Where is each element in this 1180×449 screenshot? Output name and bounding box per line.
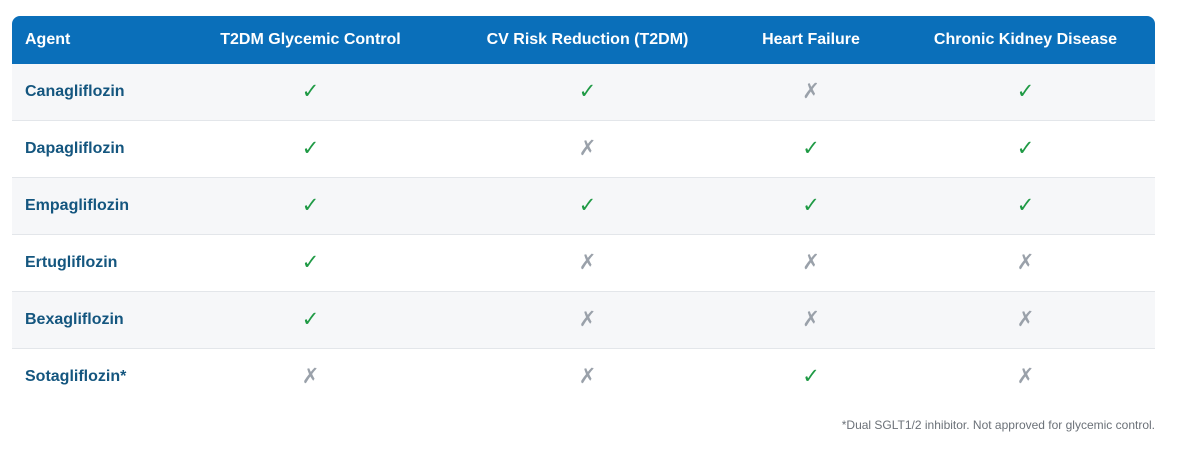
check-icon: ✓ xyxy=(301,136,320,160)
check-icon: ✓ xyxy=(802,193,820,217)
check-icon: ✓ xyxy=(301,307,320,331)
table-row: Empagliflozin ✓ ✓ ✓ ✓ xyxy=(12,177,1155,235)
check-icon: ✓ xyxy=(1016,193,1035,217)
table-row: Sotagliflozin* ✗ ✗ ✓ ✗ xyxy=(12,348,1155,405)
check-icon: ✓ xyxy=(802,136,820,160)
cross-icon: ✗ xyxy=(301,364,320,388)
cross-icon: ✗ xyxy=(578,364,597,388)
cross-icon: ✗ xyxy=(1016,364,1035,388)
sglt2-comparison-table: Agent T2DM Glycemic Control CV Risk Redu… xyxy=(12,16,1155,405)
cross-icon: ✗ xyxy=(578,307,597,331)
agent-name: Sotagliflozin* xyxy=(12,348,172,405)
header-chronic-kidney-disease: Chronic Kidney Disease xyxy=(933,31,1118,48)
header-heart-failure: Heart Failure xyxy=(762,31,860,48)
comparison-table-container: Agent T2DM Glycemic Control CV Risk Redu… xyxy=(12,16,1155,405)
agent-name: Dapagliflozin xyxy=(12,120,172,178)
header-t2dm-glycemic-control: T2DM Glycemic Control xyxy=(220,31,401,48)
check-icon: ✓ xyxy=(578,79,597,103)
agent-name: Ertugliflozin xyxy=(12,234,172,292)
header-agent: Agent xyxy=(25,31,71,48)
header-cv-risk-reduction: CV Risk Reduction (T2DM) xyxy=(486,31,689,48)
cross-icon: ✗ xyxy=(802,79,820,103)
table-row: Ertugliflozin ✓ ✗ ✗ ✗ xyxy=(12,234,1155,292)
check-icon: ✓ xyxy=(1016,79,1035,103)
table-row: Canagliflozin ✓ ✓ ✗ ✓ xyxy=(12,64,1155,121)
check-icon: ✓ xyxy=(802,364,820,388)
check-icon: ✓ xyxy=(578,193,597,217)
check-icon: ✓ xyxy=(1016,136,1035,160)
check-icon: ✓ xyxy=(301,79,320,103)
footnote: *Dual SGLT1/2 inhibitor. Not approved fo… xyxy=(841,418,1155,432)
cross-icon: ✗ xyxy=(802,250,820,274)
check-icon: ✓ xyxy=(301,250,320,274)
cross-icon: ✗ xyxy=(578,250,597,274)
agent-name: Canagliflozin xyxy=(12,64,172,121)
cross-icon: ✗ xyxy=(802,307,820,331)
table-row: Dapagliflozin ✓ ✗ ✓ ✓ xyxy=(12,120,1155,178)
cross-icon: ✗ xyxy=(1016,307,1035,331)
table-row: Bexagliflozin ✓ ✗ ✗ ✗ xyxy=(12,291,1155,349)
cross-icon: ✗ xyxy=(578,136,597,160)
agent-name: Empagliflozin xyxy=(12,177,172,235)
agent-name: Bexagliflozin xyxy=(12,291,172,349)
check-icon: ✓ xyxy=(301,193,320,217)
cross-icon: ✗ xyxy=(1016,250,1035,274)
table-header-row: Agent T2DM Glycemic Control CV Risk Redu… xyxy=(12,16,1155,64)
